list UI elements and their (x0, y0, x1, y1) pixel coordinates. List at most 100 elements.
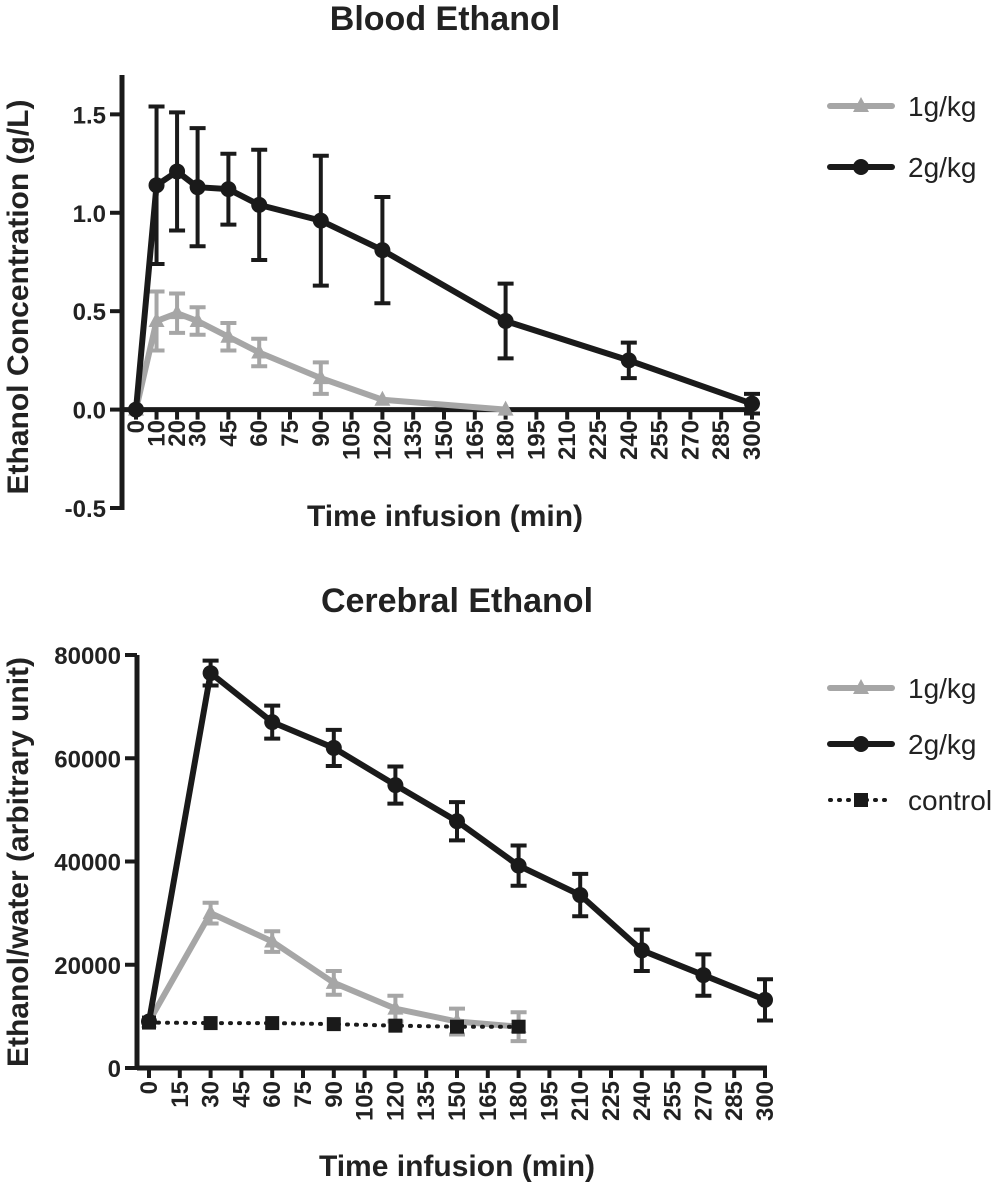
x-tick-label: 210 (567, 1081, 594, 1121)
chart-title: Blood Ethanol (330, 0, 560, 38)
data-point (189, 179, 206, 196)
x-tick-label: 195 (536, 1081, 563, 1121)
x-tick-label: 150 (431, 420, 458, 460)
data-point (374, 390, 391, 406)
legend: 1g/kg 2g/kg (827, 91, 977, 183)
axis-ticks: 0 20000 40000 60000 80000 0 15 30 45 60 75 90 105 120… (54, 643, 779, 1121)
x-tick-label: 45 (215, 420, 242, 447)
data-point (388, 1018, 403, 1033)
data-point (202, 665, 219, 682)
x-tick-label: 255 (660, 1081, 687, 1121)
x-tick-label: 90 (321, 1081, 348, 1108)
chart-title: Cerebral Ethanol (321, 582, 593, 620)
legend-label: 2g/kg (908, 729, 977, 760)
y-tick-label: 1.5 (73, 102, 106, 129)
x-axis-title: Time infusion (min) (319, 1150, 595, 1183)
y-tick-label: 0.0 (73, 398, 106, 425)
x-tick-label: 300 (739, 420, 766, 460)
series-line (146, 670, 768, 1025)
series-2g/kg (128, 104, 760, 418)
x-tick-label: 165 (475, 1081, 502, 1121)
data-point (325, 739, 342, 756)
y-tick-label: 60000 (54, 746, 121, 773)
data-point (633, 942, 650, 959)
data-point (251, 196, 268, 213)
x-tick-label: 240 (616, 420, 643, 460)
x-tick-label: 10 (144, 420, 171, 447)
x-tick-label: 120 (369, 420, 396, 460)
data-point (510, 857, 527, 874)
x-tick-label: 75 (290, 1081, 317, 1108)
x-tick-label: 20 (164, 420, 191, 447)
data-point (202, 904, 219, 920)
y-tick-label: 20000 (54, 953, 121, 980)
series-control (142, 1015, 526, 1034)
legend-item: 1g/kg (827, 91, 977, 122)
legend-swatch-marker (854, 793, 868, 807)
y-axis-title: Ethanol Concentration (g/L) (2, 100, 35, 495)
data-point (450, 1019, 464, 1034)
x-tick-label: 30 (185, 420, 212, 447)
y-tick-label: 40000 (54, 850, 121, 877)
legend-swatch-marker (853, 736, 869, 752)
data-point (449, 813, 465, 830)
data-point (744, 395, 760, 412)
x-tick-label: 285 (721, 1081, 748, 1121)
x-tick-label: 285 (708, 420, 735, 460)
data-point (620, 352, 637, 369)
x-tick-label: 0 (136, 1081, 163, 1094)
data-point (387, 999, 404, 1015)
x-tick-label: 15 (167, 1081, 194, 1108)
x-tick-label: 225 (598, 1081, 625, 1121)
x-tick-label: 255 (647, 420, 674, 460)
y-tick-label: 80000 (54, 643, 121, 670)
x-tick-label: 180 (493, 420, 520, 460)
data-point (325, 973, 342, 989)
data-point (203, 1016, 218, 1031)
x-tick-label: 135 (400, 420, 427, 460)
data-point (497, 400, 514, 416)
data-point (374, 242, 391, 259)
x-tick-label: 270 (690, 1081, 717, 1121)
y-tick-label: 0 (108, 1056, 121, 1083)
x-tick-label: 225 (585, 420, 612, 460)
x-tick-label: 60 (259, 1081, 286, 1108)
legend-label: 2g/kg (908, 152, 977, 183)
data-point (142, 1015, 156, 1030)
x-tick-label: 165 (462, 420, 489, 460)
legend-swatch-marker (853, 159, 869, 175)
data-point (128, 401, 144, 418)
x-tick-label: 30 (198, 1081, 225, 1108)
data-point (148, 312, 165, 328)
data-point (169, 304, 186, 320)
x-axis-title: Time infusion (min) (307, 500, 583, 533)
data-point (265, 1016, 280, 1031)
data-point (264, 932, 281, 948)
x-tick-label: 210 (554, 420, 581, 460)
series-layer (128, 104, 760, 418)
legend-swatch-marker (853, 97, 869, 112)
x-tick-label: 150 (444, 1081, 471, 1121)
y-tick-label: 1.0 (73, 201, 106, 228)
series-layer (141, 658, 773, 1044)
data-point (695, 967, 712, 984)
x-tick-label: 240 (629, 1081, 656, 1121)
data-point (511, 1019, 526, 1034)
y-tick-label: -0.5 (65, 496, 106, 523)
series-1g/kg (128, 289, 514, 416)
cerebral-ethanol-chart: Cerebral Ethanol Time infusion (min) Eth… (2, 582, 992, 1183)
legend-label: control (908, 785, 992, 816)
series-2g/kg (141, 658, 773, 1030)
y-tick-label: 0.5 (73, 299, 106, 326)
data-point (189, 312, 206, 328)
data-point (220, 181, 237, 198)
data-point (264, 714, 281, 731)
x-tick-label: 90 (308, 420, 335, 447)
x-tick-label: 300 (752, 1081, 779, 1121)
y-axis-title: Ethanol/water (arbitrary unit) (2, 657, 35, 1067)
data-point (757, 991, 773, 1008)
data-point (326, 1017, 341, 1032)
x-tick-label: 105 (352, 1081, 379, 1121)
